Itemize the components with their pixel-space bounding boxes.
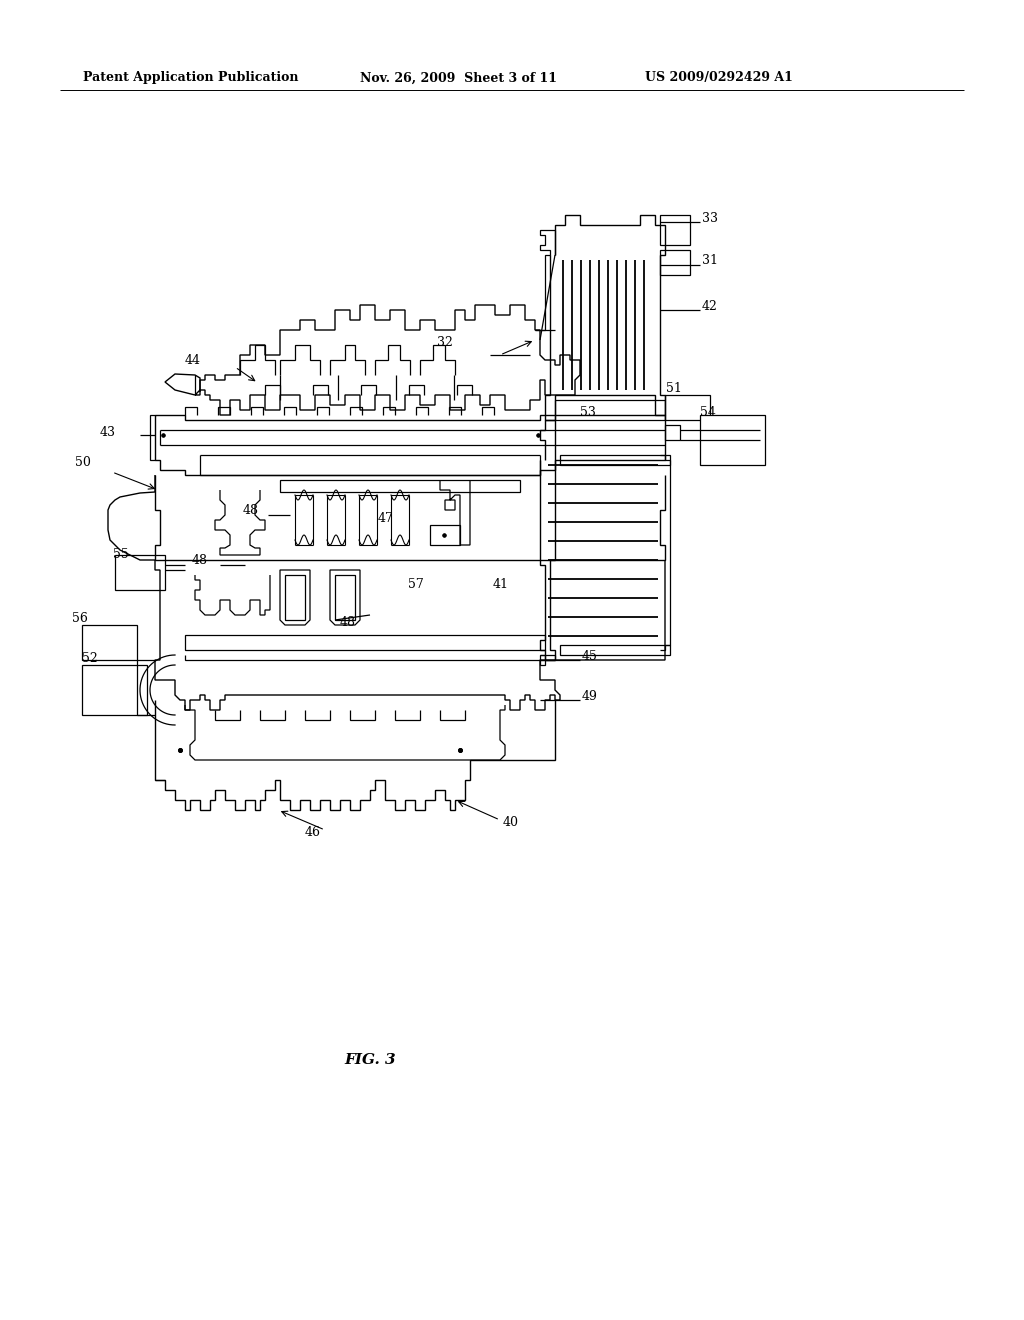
Text: 40: 40 — [503, 816, 519, 829]
Text: 31: 31 — [702, 255, 718, 268]
Text: 49: 49 — [582, 690, 598, 704]
Text: Nov. 26, 2009  Sheet 3 of 11: Nov. 26, 2009 Sheet 3 of 11 — [360, 71, 557, 84]
Bar — [185, 635, 545, 649]
Text: 48: 48 — [340, 616, 356, 630]
Text: 48: 48 — [193, 553, 208, 566]
Text: 55: 55 — [113, 549, 129, 561]
Bar — [660, 215, 690, 246]
Text: 57: 57 — [408, 578, 424, 591]
Text: 45: 45 — [582, 649, 598, 663]
Text: 43: 43 — [100, 425, 116, 438]
Bar — [665, 395, 710, 420]
Bar — [280, 480, 520, 492]
Text: 44: 44 — [185, 354, 201, 367]
Text: 42: 42 — [702, 301, 718, 314]
Bar — [555, 400, 665, 420]
Bar — [115, 554, 165, 590]
Bar — [560, 645, 670, 655]
Bar — [82, 624, 137, 660]
Text: 54: 54 — [700, 407, 716, 420]
Bar — [700, 414, 765, 465]
Text: 51: 51 — [666, 381, 682, 395]
Text: FIG. 3: FIG. 3 — [344, 1053, 396, 1067]
Bar — [285, 576, 305, 620]
Text: 50: 50 — [75, 455, 91, 469]
Bar — [82, 665, 147, 715]
Text: US 2009/0292429 A1: US 2009/0292429 A1 — [645, 71, 793, 84]
Bar — [335, 576, 355, 620]
Text: 33: 33 — [702, 211, 718, 224]
Text: 46: 46 — [305, 826, 321, 840]
Bar — [430, 525, 460, 545]
Text: 47: 47 — [378, 511, 394, 524]
Text: 53: 53 — [580, 405, 596, 418]
Bar — [665, 425, 680, 440]
Text: 56: 56 — [72, 611, 88, 624]
Bar — [560, 455, 670, 465]
Text: Patent Application Publication: Patent Application Publication — [83, 71, 299, 84]
Bar — [660, 249, 690, 275]
Text: 48: 48 — [243, 503, 259, 516]
Text: 52: 52 — [82, 652, 97, 664]
Text: 32: 32 — [437, 335, 453, 348]
Text: 41: 41 — [493, 578, 509, 591]
